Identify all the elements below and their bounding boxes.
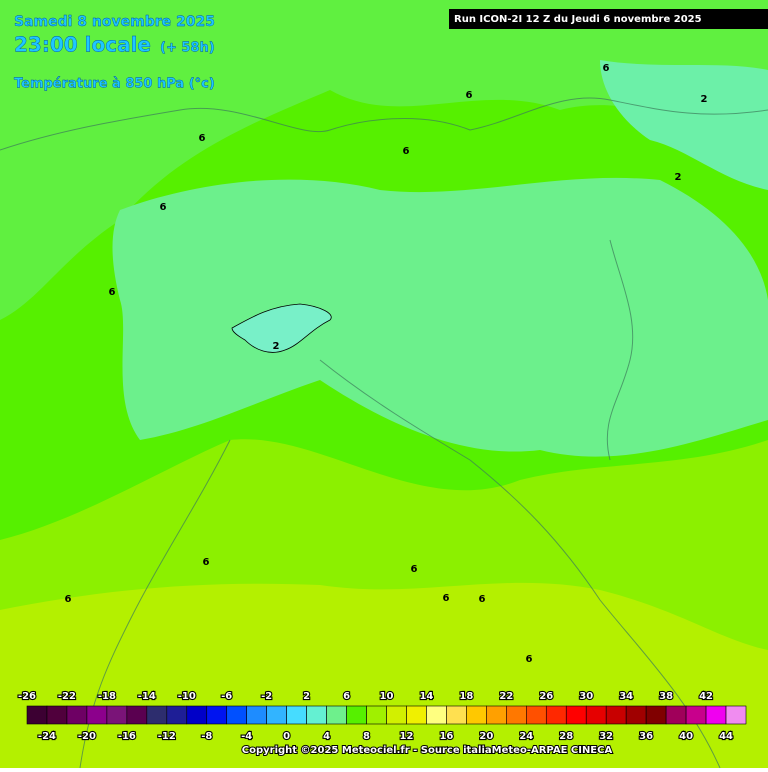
legend-swatch: [646, 706, 666, 724]
legend-label: 26: [539, 691, 553, 702]
legend-swatch: [167, 706, 187, 724]
legend-swatch: [546, 706, 566, 724]
legend-label: 4: [323, 731, 330, 742]
legend-swatch: [207, 706, 227, 724]
contour-label: 6: [403, 146, 410, 157]
legend-swatch: [287, 706, 307, 724]
run-info: Run ICON-2I 12 Z du Jeudi 6 novembre 202…: [454, 14, 702, 25]
field-name: Température à 850 hPa (°c): [14, 77, 215, 92]
legend-label: -26: [18, 691, 36, 702]
legend-label: -6: [221, 691, 232, 702]
legend-label: 40: [679, 731, 693, 742]
legend-label: 32: [599, 731, 613, 742]
legend-label: 10: [380, 691, 394, 702]
legend-label: -24: [38, 731, 56, 742]
legend-swatch: [606, 706, 626, 724]
legend-label: 34: [619, 691, 633, 702]
contour-label: 6: [109, 287, 116, 298]
lead-time: (+ 58h): [160, 41, 215, 56]
legend-swatch: [187, 706, 207, 724]
legend-label: 8: [363, 731, 370, 742]
legend-label: 18: [459, 691, 473, 702]
legend-swatch: [406, 706, 426, 724]
legend-label: 14: [419, 691, 433, 702]
contour-label: 6: [65, 594, 72, 605]
forecast-time: 23:00 locale: [14, 33, 151, 57]
contour-label: 6: [479, 594, 486, 605]
legend-label: -8: [201, 731, 212, 742]
legend-swatch: [706, 706, 726, 724]
legend-swatch: [426, 706, 446, 724]
legend-swatch: [686, 706, 706, 724]
legend-swatch: [67, 706, 87, 724]
legend-label: 16: [439, 731, 453, 742]
legend-swatch: [526, 706, 546, 724]
legend-swatch: [47, 706, 67, 724]
legend-swatch: [27, 706, 47, 724]
contour-label: 6: [526, 654, 533, 665]
legend-swatch: [307, 706, 327, 724]
legend-swatch: [147, 706, 167, 724]
legend-label: 44: [719, 731, 733, 742]
legend-swatch: [666, 706, 686, 724]
legend-swatch: [127, 706, 147, 724]
legend-label: 30: [579, 691, 593, 702]
contour-label: 6: [603, 63, 610, 74]
contour-label: 2: [701, 94, 708, 105]
legend-swatch: [87, 706, 107, 724]
legend-label: -12: [158, 731, 176, 742]
legend-swatch: [267, 706, 287, 724]
contour-label: 2: [273, 341, 280, 352]
contour-label: 6: [411, 564, 418, 575]
legend-swatch: [566, 706, 586, 724]
legend-label: -20: [78, 731, 96, 742]
legend-swatch: [726, 706, 746, 724]
legend-swatch: [586, 706, 606, 724]
legend-swatch: [486, 706, 506, 724]
legend-label: -2: [261, 691, 272, 702]
legend-label: -10: [178, 691, 196, 702]
legend-label: 12: [400, 731, 414, 742]
legend-swatch: [327, 706, 347, 724]
legend-label: 38: [659, 691, 673, 702]
legend-swatch: [466, 706, 486, 724]
legend-swatch: [367, 706, 387, 724]
legend-swatch: [506, 706, 526, 724]
contour-label: 6: [199, 133, 206, 144]
contour-label: 6: [466, 90, 473, 101]
legend-swatch: [446, 706, 466, 724]
legend-swatch: [347, 706, 367, 724]
copyright: Copyright ©2025 Meteociel.fr - Source it…: [242, 745, 613, 756]
legend-swatch: [247, 706, 267, 724]
legend-label: 42: [699, 691, 713, 702]
contour-label: 2: [675, 172, 682, 183]
legend-label: -4: [241, 731, 252, 742]
legend-label: 24: [519, 731, 533, 742]
legend-label: 28: [559, 731, 573, 742]
legend-label: 2: [303, 691, 310, 702]
forecast-date: Samedi 8 novembre 2025: [14, 14, 215, 30]
legend-swatch: [387, 706, 407, 724]
legend-label: 22: [499, 691, 513, 702]
legend-label: 6: [343, 691, 350, 702]
contour-label: 6: [203, 557, 210, 568]
legend-swatch: [227, 706, 247, 724]
legend-label: -18: [98, 691, 116, 702]
legend-label: 0: [283, 731, 290, 742]
legend-swatch: [626, 706, 646, 724]
legend-label: -22: [58, 691, 76, 702]
legend-label: 20: [479, 731, 493, 742]
legend-label: -14: [138, 691, 156, 702]
legend-label: 36: [639, 731, 653, 742]
cold-region: [113, 178, 768, 457]
legend-label: -16: [118, 731, 136, 742]
contour-label: 6: [160, 202, 167, 213]
contour-label: 6: [443, 593, 450, 604]
legend-swatch: [107, 706, 127, 724]
